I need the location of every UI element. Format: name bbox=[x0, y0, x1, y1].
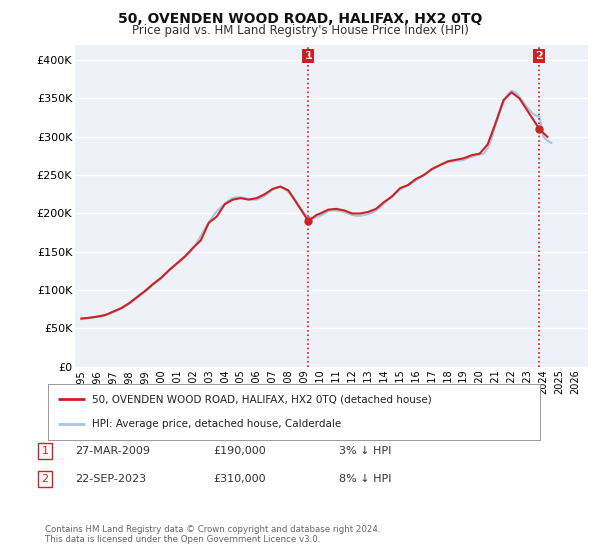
Text: £190,000: £190,000 bbox=[213, 446, 266, 456]
Text: 1: 1 bbox=[304, 52, 312, 61]
Text: 50, OVENDEN WOOD ROAD, HALIFAX, HX2 0TQ: 50, OVENDEN WOOD ROAD, HALIFAX, HX2 0TQ bbox=[118, 12, 482, 26]
Text: 22-SEP-2023: 22-SEP-2023 bbox=[75, 474, 146, 484]
Text: 2: 2 bbox=[535, 52, 543, 61]
Text: Contains HM Land Registry data © Crown copyright and database right 2024.: Contains HM Land Registry data © Crown c… bbox=[45, 525, 380, 534]
Text: HPI: Average price, detached house, Calderdale: HPI: Average price, detached house, Cald… bbox=[92, 419, 341, 429]
Text: 2: 2 bbox=[41, 474, 49, 484]
Text: 50, OVENDEN WOOD ROAD, HALIFAX, HX2 0TQ (detached house): 50, OVENDEN WOOD ROAD, HALIFAX, HX2 0TQ … bbox=[92, 394, 432, 404]
Text: 1: 1 bbox=[41, 446, 49, 456]
Text: £310,000: £310,000 bbox=[213, 474, 266, 484]
Text: 27-MAR-2009: 27-MAR-2009 bbox=[75, 446, 150, 456]
Text: 8% ↓ HPI: 8% ↓ HPI bbox=[339, 474, 391, 484]
Text: 3% ↓ HPI: 3% ↓ HPI bbox=[339, 446, 391, 456]
Text: This data is licensed under the Open Government Licence v3.0.: This data is licensed under the Open Gov… bbox=[45, 535, 320, 544]
Text: Price paid vs. HM Land Registry's House Price Index (HPI): Price paid vs. HM Land Registry's House … bbox=[131, 24, 469, 36]
